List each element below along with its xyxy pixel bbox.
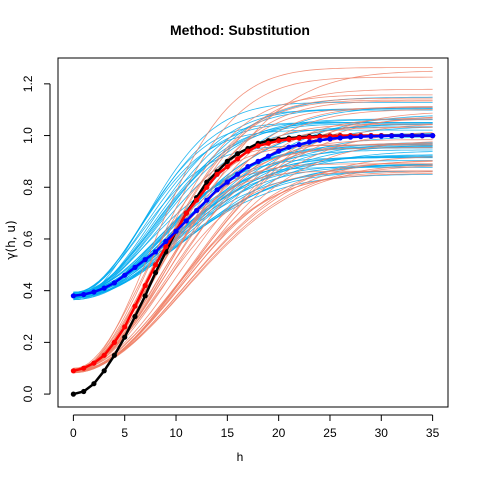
ensemble-curve-2 bbox=[73, 89, 432, 368]
y-tick-label: 1.2 bbox=[21, 75, 35, 92]
y-tick-label: 0.8 bbox=[21, 179, 35, 196]
series-point-1 bbox=[143, 293, 148, 298]
series-point-2 bbox=[122, 324, 127, 329]
x-tick-label: 15 bbox=[221, 426, 235, 440]
series-point-2 bbox=[194, 198, 199, 203]
series-point-3 bbox=[358, 134, 363, 139]
series-point-2 bbox=[256, 143, 261, 148]
series-point-3 bbox=[327, 136, 332, 141]
series-point-3 bbox=[163, 239, 168, 244]
y-tick-label: 0.4 bbox=[21, 282, 35, 299]
ensemble-curve-1 bbox=[73, 127, 432, 295]
series-point-3 bbox=[430, 133, 435, 138]
series-point-2 bbox=[245, 149, 250, 154]
series-point-2 bbox=[276, 138, 281, 143]
y-tick-label: 0.6 bbox=[21, 230, 35, 247]
ensemble-curve-2 bbox=[73, 140, 432, 370]
ensemble-curve-1 bbox=[73, 158, 432, 300]
x-tick-label: 25 bbox=[323, 426, 337, 440]
x-tick-label: 20 bbox=[272, 426, 286, 440]
series-point-3 bbox=[399, 133, 404, 138]
series-point-3 bbox=[420, 133, 425, 138]
series-point-2 bbox=[204, 185, 209, 190]
series-point-3 bbox=[297, 142, 302, 147]
series-point-2 bbox=[112, 340, 117, 345]
series-point-2 bbox=[225, 164, 230, 169]
series-point-2 bbox=[71, 368, 76, 373]
series-point-3 bbox=[132, 265, 137, 270]
series-point-3 bbox=[153, 249, 158, 254]
series-point-2 bbox=[102, 353, 107, 358]
series-point-3 bbox=[173, 229, 178, 234]
series-point-3 bbox=[389, 133, 394, 138]
series-point-2 bbox=[132, 304, 137, 309]
series-point-2 bbox=[307, 135, 312, 140]
y-axis-label: γ(h, u) bbox=[4, 220, 18, 259]
series-point-2 bbox=[143, 283, 148, 288]
series-point-3 bbox=[194, 208, 199, 213]
series-point-3 bbox=[245, 164, 250, 169]
series-point-3 bbox=[122, 273, 127, 278]
series-point-1 bbox=[225, 159, 230, 164]
series-point-2 bbox=[297, 136, 302, 141]
series-point-3 bbox=[317, 138, 322, 143]
series-point-3 bbox=[379, 134, 384, 139]
series-point-3 bbox=[204, 198, 209, 203]
series-point-3 bbox=[71, 293, 76, 298]
series-point-1 bbox=[91, 381, 96, 386]
series-point-2 bbox=[184, 211, 189, 216]
x-tick-label: 0 bbox=[70, 426, 77, 440]
series-point-2 bbox=[286, 137, 291, 142]
chart-title: Method: Substitution bbox=[0, 22, 480, 38]
y-tick-label: 0.2 bbox=[21, 334, 35, 351]
series-point-3 bbox=[102, 286, 107, 291]
series-point-1 bbox=[235, 151, 240, 156]
series-point-3 bbox=[225, 180, 230, 185]
series-point-2 bbox=[153, 262, 158, 267]
y-tick-label: 1.0 bbox=[21, 127, 35, 144]
series-point-3 bbox=[81, 292, 86, 297]
series-point-2 bbox=[235, 156, 240, 161]
series-point-3 bbox=[307, 139, 312, 144]
series-point-3 bbox=[215, 187, 220, 192]
series-point-3 bbox=[338, 135, 343, 140]
series-point-3 bbox=[276, 149, 281, 154]
y-tick-label: 0.0 bbox=[21, 385, 35, 402]
series-point-3 bbox=[184, 218, 189, 223]
series-point-2 bbox=[266, 141, 271, 146]
series-point-1 bbox=[102, 368, 107, 373]
series-point-3 bbox=[143, 257, 148, 262]
x-tick-label: 10 bbox=[169, 426, 183, 440]
series-point-3 bbox=[256, 159, 261, 164]
x-tick-label: 5 bbox=[121, 426, 128, 440]
series-point-1 bbox=[132, 314, 137, 319]
series-point-3 bbox=[286, 145, 291, 150]
ensemble-curve-1 bbox=[73, 171, 432, 294]
series-point-3 bbox=[348, 135, 353, 140]
series-point-2 bbox=[81, 366, 86, 371]
x-tick-label: 30 bbox=[375, 426, 389, 440]
ensemble-curve-2 bbox=[73, 171, 432, 368]
series-point-3 bbox=[235, 172, 240, 177]
series-point-1 bbox=[81, 389, 86, 394]
series-point-3 bbox=[112, 280, 117, 285]
series-point-3 bbox=[266, 154, 271, 159]
series-point-3 bbox=[368, 134, 373, 139]
series-point-2 bbox=[91, 361, 96, 366]
series-point-2 bbox=[215, 172, 220, 177]
x-tick-label: 35 bbox=[426, 426, 440, 440]
series-point-1 bbox=[71, 392, 76, 397]
series-point-1 bbox=[112, 353, 117, 358]
series-point-3 bbox=[410, 133, 415, 138]
series-point-1 bbox=[122, 335, 127, 340]
x-axis-label: h bbox=[0, 450, 480, 464]
series-point-3 bbox=[91, 289, 96, 294]
